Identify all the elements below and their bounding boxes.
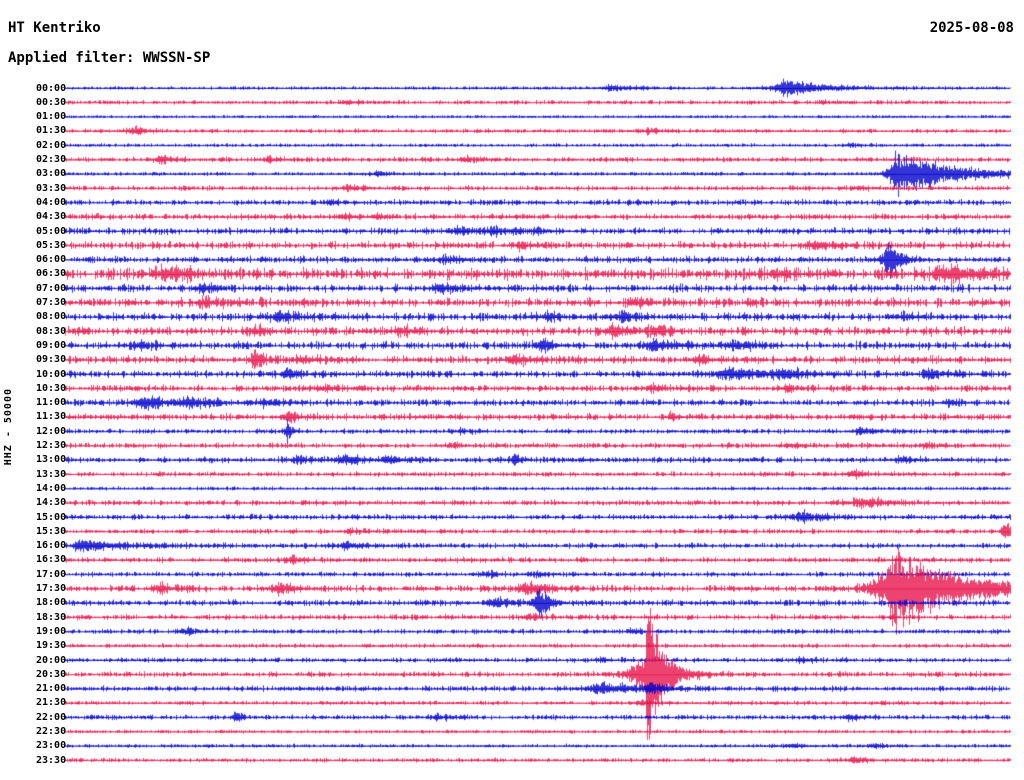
time-label: 12:00 [36, 425, 67, 437]
time-label: 15:00 [36, 511, 67, 523]
time-label: 07:00 [36, 282, 67, 294]
time-label: 01:30 [36, 125, 67, 137]
time-label: 12:30 [36, 440, 67, 451]
time-label: 19:00 [36, 625, 67, 637]
time-label: 23:30 [36, 754, 67, 766]
time-label: 06:30 [36, 268, 67, 280]
time-label: 15:30 [36, 525, 67, 537]
time-label: 14:30 [36, 497, 67, 509]
time-label: 23:00 [36, 740, 67, 752]
time-label: 04:00 [36, 196, 67, 208]
time-label: 20:00 [36, 654, 67, 666]
time-label: 00:00 [36, 82, 67, 94]
filter-label: Applied filter: WWSSN-SP [8, 50, 211, 66]
time-label: 21:00 [36, 683, 67, 695]
time-label: 03:30 [36, 182, 67, 194]
time-label: 10:30 [36, 382, 67, 394]
time-label: 17:30 [36, 583, 67, 594]
time-label: 22:00 [36, 711, 67, 723]
time-label: 19:30 [36, 640, 67, 652]
time-label: 05:00 [36, 225, 67, 237]
time-label: 02:00 [36, 139, 67, 151]
time-label: 22:30 [36, 726, 67, 737]
date-label: 2025-08-08 [929, 20, 1014, 36]
channel-scale-label: HHZ - 50000 [3, 388, 14, 466]
time-label: 05:30 [36, 239, 67, 251]
time-label: 11:00 [36, 397, 67, 409]
time-label: 17:00 [36, 568, 67, 580]
time-label: 07:30 [36, 297, 67, 308]
time-label: 21:30 [36, 697, 67, 709]
time-label: 14:00 [36, 482, 67, 494]
time-label: 16:00 [36, 540, 67, 552]
time-label: 16:30 [36, 554, 67, 566]
time-label: 13:00 [36, 454, 67, 466]
time-label: 08:30 [36, 325, 67, 337]
time-label: 10:00 [36, 368, 67, 380]
time-label: 20:30 [36, 668, 67, 680]
time-label: 13:30 [36, 468, 67, 480]
time-label: 00:30 [36, 96, 67, 108]
time-label: 02:30 [36, 154, 67, 165]
time-label: 18:30 [36, 611, 67, 623]
time-label: 01:00 [36, 111, 67, 123]
time-label: 08:00 [36, 311, 67, 323]
time-label: 09:00 [36, 339, 67, 351]
time-label: 09:30 [36, 354, 67, 366]
time-label: 06:00 [36, 254, 67, 266]
time-label: 18:00 [36, 597, 67, 609]
station-title: HT Kentriko [8, 20, 101, 36]
time-label: 03:00 [36, 168, 67, 180]
time-label: 04:30 [36, 211, 67, 223]
time-label: 11:30 [36, 411, 67, 423]
